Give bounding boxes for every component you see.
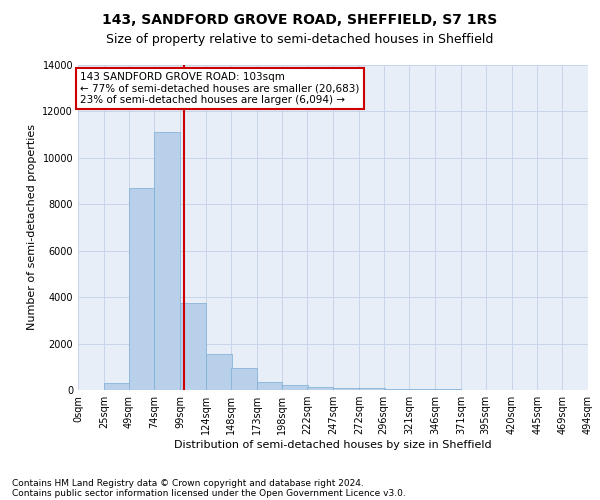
- Y-axis label: Number of semi-detached properties: Number of semi-detached properties: [27, 124, 37, 330]
- Bar: [104, 383, 130, 390]
- Bar: [180, 303, 206, 390]
- Text: Contains public sector information licensed under the Open Government Licence v3: Contains public sector information licen…: [12, 488, 406, 498]
- X-axis label: Distribution of semi-detached houses by size in Sheffield: Distribution of semi-detached houses by …: [174, 440, 492, 450]
- Bar: [383, 388, 409, 390]
- Bar: [307, 386, 333, 390]
- Bar: [257, 382, 283, 390]
- Bar: [206, 354, 232, 390]
- Bar: [128, 188, 154, 390]
- Bar: [359, 388, 385, 390]
- Text: 143, SANDFORD GROVE ROAD, SHEFFIELD, S7 1RS: 143, SANDFORD GROVE ROAD, SHEFFIELD, S7 …: [103, 12, 497, 26]
- Text: Contains HM Land Registry data © Crown copyright and database right 2024.: Contains HM Land Registry data © Crown c…: [12, 478, 364, 488]
- Text: 143 SANDFORD GROVE ROAD: 103sqm
← 77% of semi-detached houses are smaller (20,68: 143 SANDFORD GROVE ROAD: 103sqm ← 77% of…: [80, 72, 359, 105]
- Text: Size of property relative to semi-detached houses in Sheffield: Size of property relative to semi-detach…: [106, 32, 494, 46]
- Bar: [409, 389, 435, 390]
- Bar: [154, 132, 180, 390]
- Bar: [283, 386, 308, 390]
- Bar: [231, 368, 257, 390]
- Bar: [333, 388, 359, 390]
